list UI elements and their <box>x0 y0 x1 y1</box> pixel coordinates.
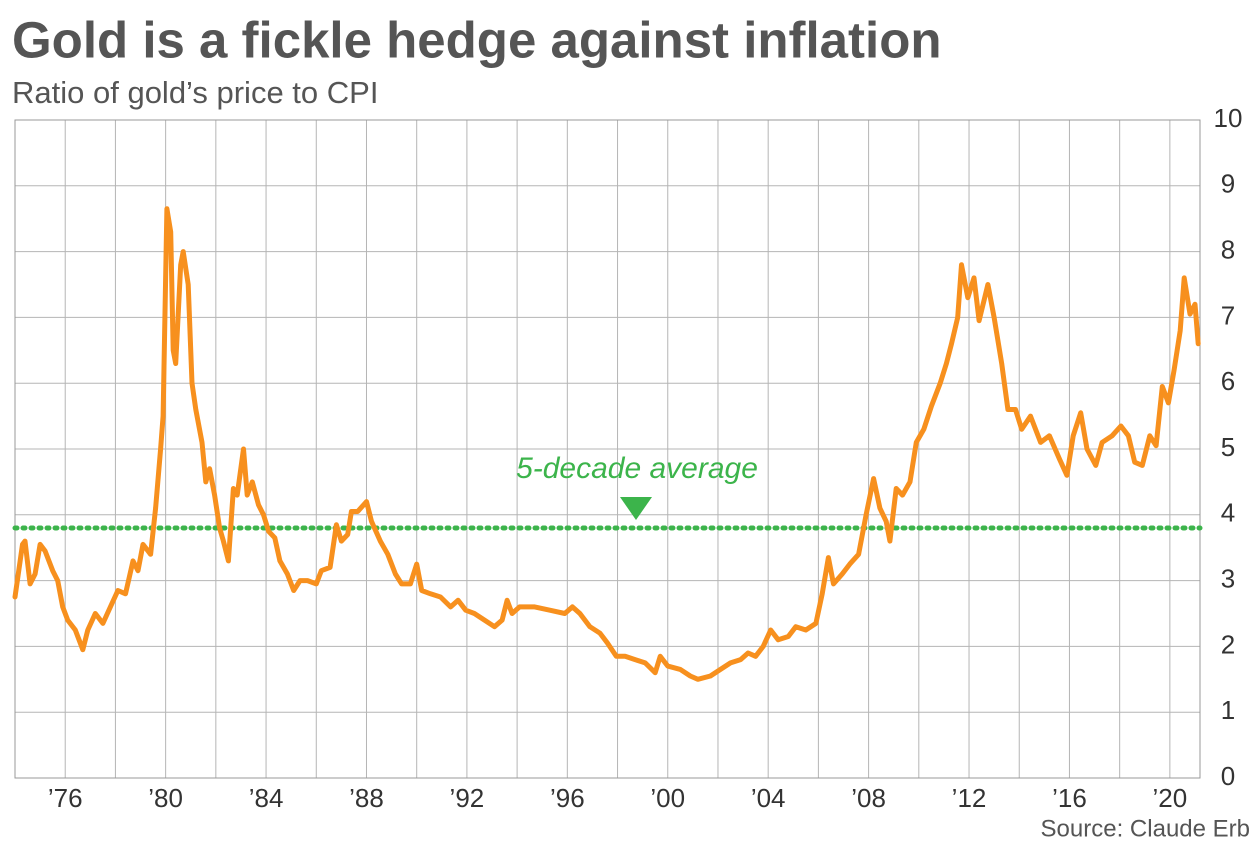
y-tick-label: 10 <box>1214 103 1243 133</box>
y-tick-label: 3 <box>1221 563 1235 593</box>
chart-title: Gold is a fickle hedge against inflation <box>12 11 942 68</box>
y-tick-label: 9 <box>1221 169 1235 199</box>
y-tick-label: 1 <box>1221 695 1235 725</box>
x-tick-label: ’76 <box>48 783 83 813</box>
average-arrow <box>620 497 652 520</box>
x-tick-label: ’08 <box>851 783 886 813</box>
x-tick-label: ’12 <box>952 783 987 813</box>
y-tick-label: 4 <box>1221 498 1235 528</box>
y-tick-label: 2 <box>1221 629 1235 659</box>
x-tick-label: ’80 <box>148 783 183 813</box>
chart-subtitle: Ratio of gold’s price to CPI <box>12 75 378 110</box>
y-tick-label: 8 <box>1221 234 1235 264</box>
y-tick-label: 0 <box>1221 761 1235 791</box>
x-tick-label: ’88 <box>349 783 384 813</box>
x-tick-label: ’20 <box>1153 783 1188 813</box>
x-tick-label: ’96 <box>550 783 585 813</box>
x-tick-label: ’16 <box>1052 783 1087 813</box>
y-tick-label: 7 <box>1221 300 1235 330</box>
x-tick-label: ’04 <box>751 783 786 813</box>
plot-frame <box>14 119 1201 779</box>
x-tick-label: ’00 <box>650 783 685 813</box>
x-tick-label: ’84 <box>249 783 284 813</box>
average-label: 5-decade average <box>516 452 758 485</box>
y-tick-label: 5 <box>1221 432 1235 462</box>
source: Source: Claude Erb <box>1041 815 1250 842</box>
y-tick-label: 6 <box>1221 366 1235 396</box>
data-line <box>12 206 1201 682</box>
x-tick-label: ’92 <box>450 783 485 813</box>
